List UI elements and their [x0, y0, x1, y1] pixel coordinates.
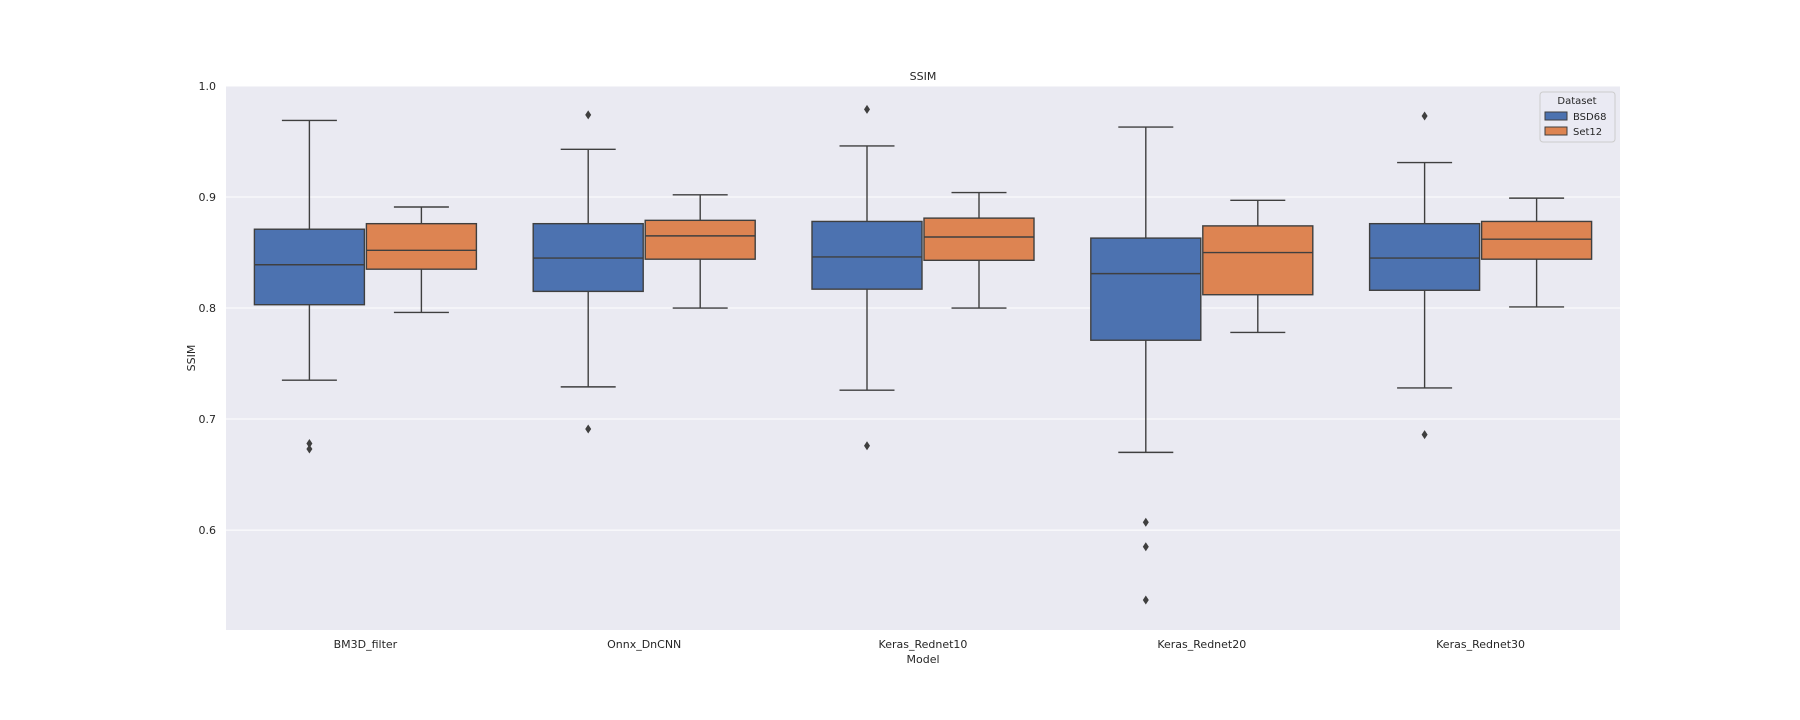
- outlier-point: [1142, 517, 1149, 527]
- plot-background: [226, 86, 1620, 630]
- outlier-point: [306, 438, 313, 448]
- box: [811, 220, 923, 290]
- box-group: [532, 110, 644, 434]
- box-group: [365, 206, 478, 314]
- box-group: [644, 194, 756, 309]
- x-tick-label: Keras_Rednet20: [1157, 638, 1246, 651]
- box: [923, 217, 1035, 262]
- x-tick-label: BM3D_filter: [334, 638, 398, 651]
- outlier-point: [585, 424, 592, 434]
- box: [1368, 222, 1481, 291]
- box: [1480, 220, 1593, 260]
- outlier-point: [1421, 111, 1428, 121]
- outlier-point: [864, 104, 870, 114]
- y-tick-label: 0.9: [199, 191, 217, 204]
- x-tick-label: Keras_Rednet30: [1436, 638, 1525, 651]
- chart-title: SSIM: [910, 70, 937, 83]
- box-group: [811, 104, 923, 451]
- box-group: [1090, 126, 1202, 605]
- outlier-point: [1421, 430, 1428, 440]
- box-group: [1480, 197, 1593, 308]
- box-group: [253, 119, 366, 454]
- x-axis-label: Model: [906, 653, 939, 666]
- legend-swatch: [1544, 126, 1568, 136]
- box: [1090, 237, 1202, 341]
- x-tick-label: Onnx_DnCNN: [607, 638, 681, 651]
- legend-label: Set12: [1573, 127, 1602, 138]
- outlier-point: [585, 110, 592, 120]
- legend: Dataset BSD68 Set12: [1539, 91, 1616, 143]
- legend-title: Dataset: [1557, 96, 1596, 107]
- y-axis-ticks: 0.6 0.7 0.8 0.9 1.0: [199, 80, 217, 537]
- y-axis-label: SSIM: [185, 345, 198, 372]
- box: [644, 219, 756, 260]
- outlier-point: [306, 444, 313, 454]
- box: [253, 228, 366, 306]
- legend-swatch: [1544, 111, 1568, 121]
- grid-lines: [226, 85, 1620, 531]
- y-tick-label: 0.7: [199, 413, 217, 426]
- outlier-point: [1142, 542, 1149, 552]
- x-axis-ticks: BM3D_filter Onnx_DnCNN Keras_Rednet10 Keras…: [334, 638, 1525, 651]
- outlier-point: [1142, 595, 1149, 605]
- x-tick-label: Keras_Rednet10: [879, 638, 968, 651]
- y-tick-label: 0.8: [199, 302, 217, 315]
- box-group: [1202, 199, 1314, 334]
- box: [365, 222, 478, 270]
- y-tick-label: 0.6: [199, 524, 217, 537]
- box-group: [923, 191, 1035, 309]
- y-tick-label: 1.0: [199, 80, 217, 93]
- outlier-point: [864, 441, 870, 451]
- box: [1202, 225, 1314, 296]
- box-groups: [253, 104, 1593, 605]
- legend-label: BSD68: [1573, 112, 1606, 123]
- box-group: [1368, 111, 1481, 440]
